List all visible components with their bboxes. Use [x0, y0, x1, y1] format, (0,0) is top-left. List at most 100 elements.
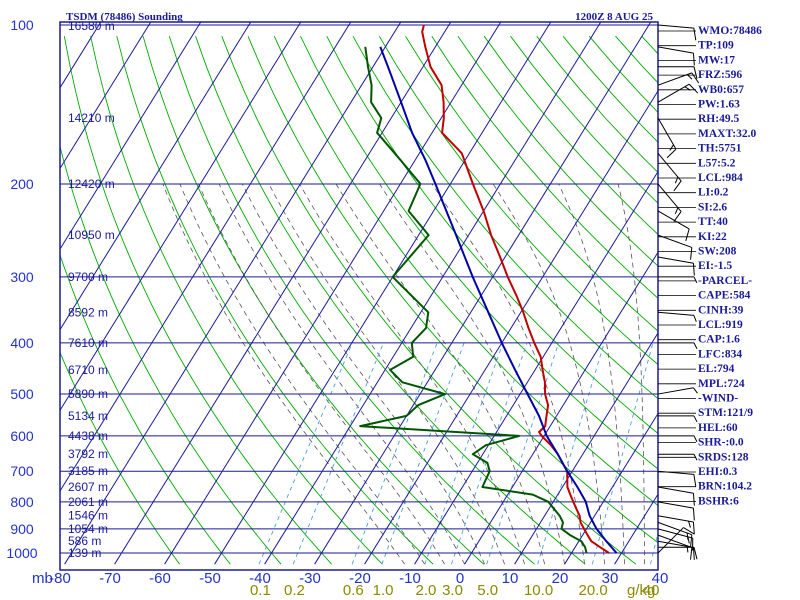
wind-barb: [658, 435, 698, 443]
wind-barb: [657, 153, 682, 192]
chart-series: [359, 24, 618, 554]
isotherm: [514, 331, 658, 565]
dry-adiabat: [63, 36, 333, 565]
height-level-label: 2607 m: [68, 480, 108, 494]
mixing-ratio-label: 0.1: [250, 582, 271, 599]
mixing-ratio-line: [258, 342, 353, 565]
mixing-ratio-line: [292, 342, 384, 565]
isotherm: [60, 22, 352, 492]
wind-barb: [657, 46, 695, 66]
mixing-ratio-line: [451, 342, 528, 565]
mixing-ratio-label: 1.0: [373, 582, 394, 599]
dry-adiabat: [300, 36, 658, 470]
mixing-ratio-label: 0.6: [343, 582, 364, 599]
chart-title: TSDM (78486) Sounding: [66, 11, 183, 23]
stability-index: MPL:724: [698, 378, 745, 390]
pressure-tick-label: 400: [10, 335, 34, 351]
pressure-tick-label: 500: [10, 386, 34, 402]
dry-adiabat: [273, 36, 658, 507]
stability-index: HEL:60: [698, 422, 738, 434]
stability-index: -PARCEL-: [698, 275, 752, 287]
wind-barb: [657, 117, 677, 159]
wind-barb: [657, 540, 695, 560]
isotherm: [364, 90, 658, 565]
stability-index: TT:40: [698, 216, 728, 228]
dry-adiabat: [405, 35, 658, 332]
temperature-tick-label: 30: [602, 570, 619, 587]
height-level-label: 4438 m: [68, 429, 108, 443]
isotherm: [414, 170, 658, 565]
height-level-label: 2061 m: [68, 495, 108, 509]
stability-index: RH:49.5: [698, 113, 739, 125]
isotherm: [164, 22, 502, 565]
isotherm: [64, 22, 402, 565]
dry-adiabat: [168, 36, 535, 565]
stability-index: TH:5751: [698, 143, 742, 155]
height-level-label: 3185 m: [68, 464, 108, 478]
wind-barb: [657, 83, 699, 103]
mixing-ratio-label: 10.0: [524, 582, 553, 599]
moist-adiabat: [299, 183, 525, 565]
stability-index: MW:17: [698, 54, 735, 66]
temperature-tick-label: 40: [652, 570, 669, 587]
dry-adiabat: [221, 36, 637, 565]
stability-index: BRN:104.2: [698, 481, 752, 493]
stability-index: CAPE:584: [698, 290, 751, 302]
height-level-label: 5134 m: [68, 409, 108, 423]
moist-adiabat: [241, 183, 485, 565]
isotherm: [60, 22, 152, 170]
wind-barb: [657, 256, 695, 276]
moist-adiabat: [379, 183, 565, 565]
wind-barb: [657, 183, 682, 222]
stability-index: WB0:657: [698, 84, 744, 96]
dry-adiabat: [588, 35, 658, 114]
dry-adiabat: [773, 36, 800, 564]
stability-index: EI:-1.5: [698, 260, 732, 272]
height-level-label: 10950 m: [68, 228, 115, 242]
pressure-tick-label: 100: [10, 17, 34, 33]
isotherm: [564, 412, 658, 565]
moist-adiabat: [198, 183, 445, 565]
stability-index: KI:22: [698, 231, 727, 243]
mixing-ratio-label: 3.0: [442, 582, 463, 599]
dry-adiabat: [457, 35, 658, 267]
stability-index: MAXT:32.0: [698, 128, 756, 140]
sounding-datetime: 1200Z 8 AUG 25: [575, 11, 653, 23]
moist-adiabat: [218, 183, 465, 565]
temperature-profile: [421, 24, 610, 554]
wind-barb: [657, 387, 698, 395]
moist-adiabat: [617, 183, 645, 565]
stability-index: BSHR:6: [698, 495, 739, 507]
pressure-tick-label: 600: [10, 428, 34, 444]
wind-barb: [657, 210, 690, 241]
wind-barb: [657, 521, 693, 548]
dry-adiabat: [326, 35, 658, 435]
stability-index: SRDS:128: [698, 451, 749, 463]
stability-index: CAP:1.6: [698, 334, 740, 346]
temperature-tick-label: -30: [299, 570, 321, 587]
height-level-label: 9700 m: [68, 270, 108, 284]
wind-barb: [658, 415, 698, 423]
stability-index: LFC:834: [698, 348, 742, 360]
wind-barb: [657, 311, 697, 322]
mixing-ratio-line: [424, 342, 504, 565]
pressure-tick-label: 1000: [6, 545, 37, 561]
wind-barb: [657, 534, 693, 560]
height-level-label: 3792 m: [68, 447, 108, 461]
dry-adiabat: [483, 35, 658, 235]
stability-index: FRZ:596: [698, 69, 742, 81]
moist-adiabat: [179, 183, 425, 565]
isotherm: [464, 251, 658, 565]
mixing-ratio-line: [486, 342, 560, 565]
mixing-ratio-line: [537, 342, 605, 565]
stability-index: L57:5.2: [698, 157, 736, 169]
dry-adiabat: [747, 36, 800, 564]
pressure-tick-label: 300: [10, 269, 34, 285]
temperature-tick-label: -50: [199, 570, 221, 587]
stability-index: WMO:78486: [698, 25, 762, 37]
moist-adiabat: [492, 183, 605, 565]
wind-barb: [657, 72, 700, 86]
height-level-label: 14210 m: [68, 111, 115, 125]
wind-barbs: [657, 24, 700, 560]
moist-adiabat: [558, 183, 625, 565]
